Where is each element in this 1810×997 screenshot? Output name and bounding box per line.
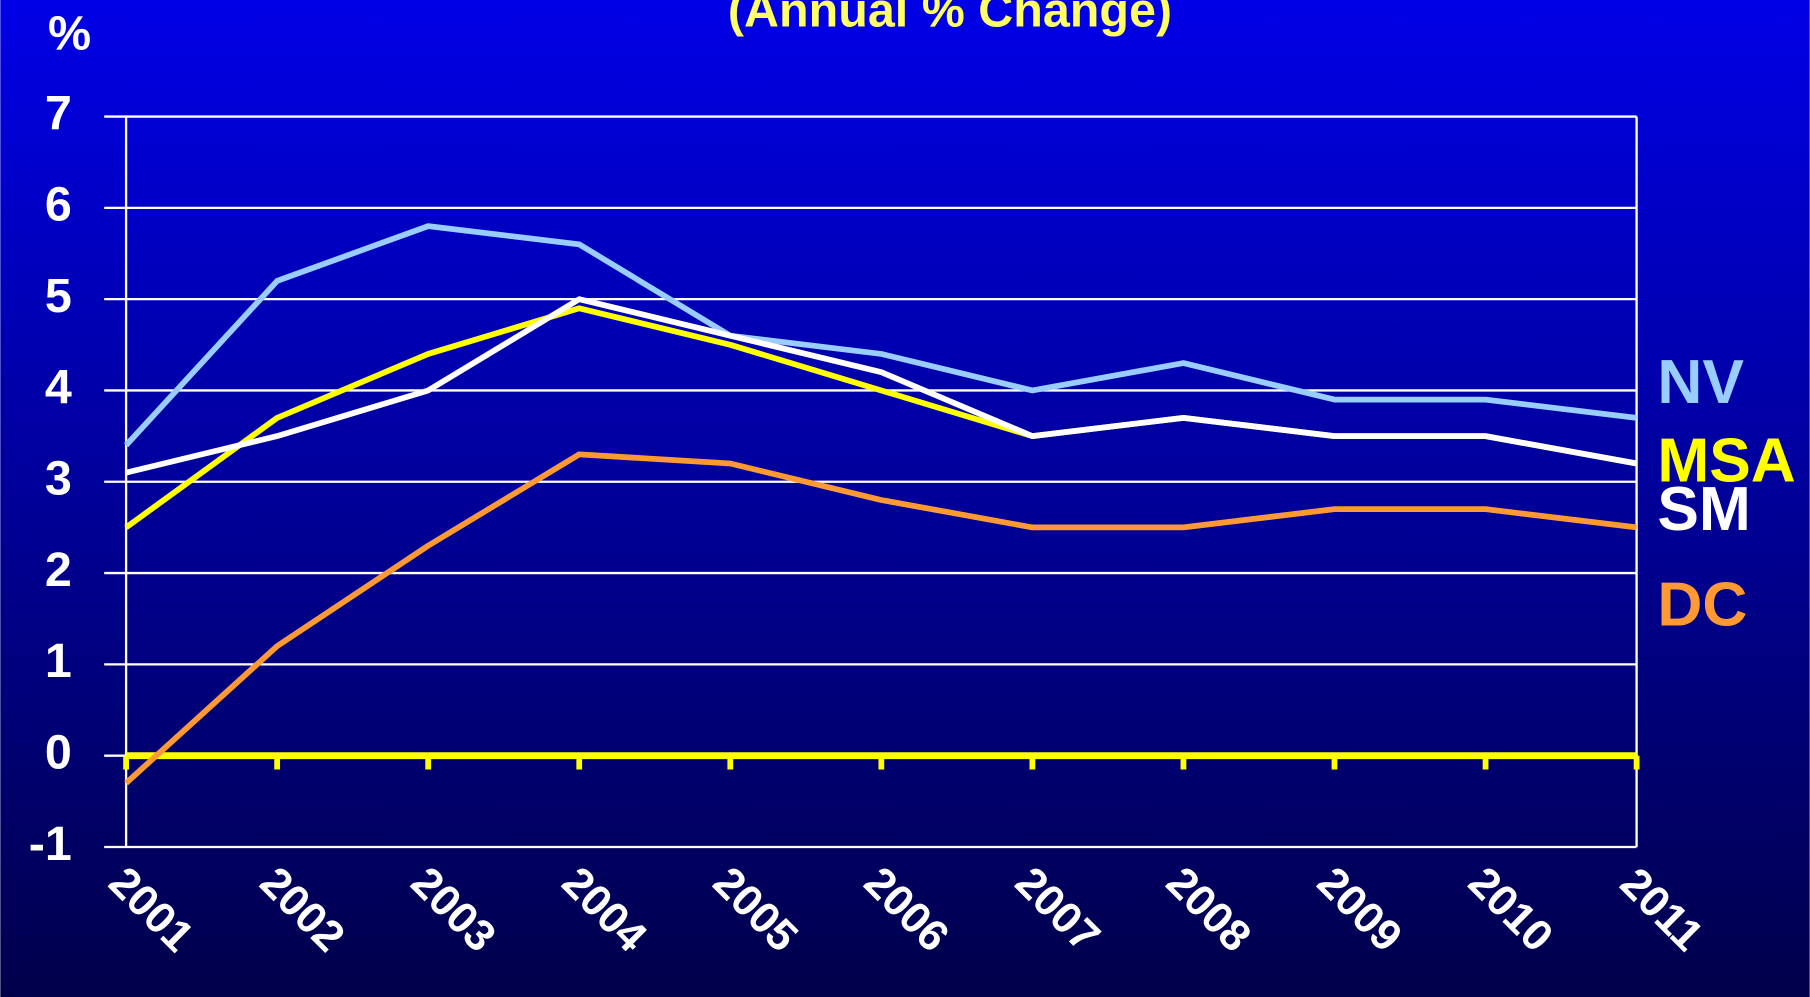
series-line [124, 451, 1637, 786]
y-tick-label: 1 [45, 634, 72, 688]
y-tick-label: 6 [45, 178, 72, 232]
y-tick-label: 4 [45, 360, 72, 414]
y-axis-label: % [48, 7, 91, 61]
series-line [125, 296, 1638, 476]
legend-label: SM [1657, 475, 1750, 544]
legend-label: DC [1657, 571, 1747, 640]
legend-label: NV [1657, 348, 1744, 417]
legend-label: MSA [1657, 426, 1795, 495]
y-tick-label: 5 [45, 269, 72, 323]
y-tick-label: 7 [45, 86, 72, 140]
series-line [123, 223, 1637, 448]
y-tick-label: 2 [45, 543, 72, 597]
y-tick-label: 0 [45, 725, 72, 779]
chart-title: (Annual % Change) [728, 0, 1172, 38]
y-tick-label: -1 [29, 817, 72, 871]
y-tick-label: 3 [45, 452, 72, 506]
